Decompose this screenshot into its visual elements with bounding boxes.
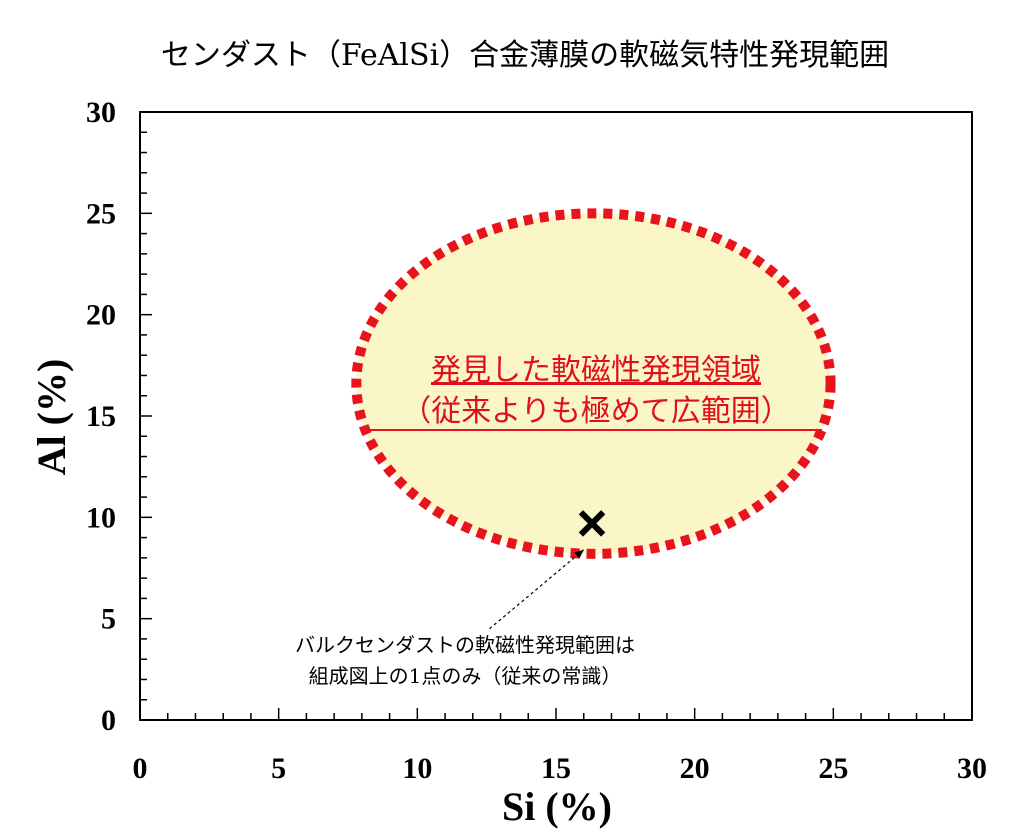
y-tick-label: 0 (101, 704, 116, 737)
y-tick-label: 30 (86, 96, 116, 129)
marker-stroke (578, 510, 606, 537)
y-tick-label: 25 (86, 197, 116, 230)
softmagnetic-region-ellipse (351, 208, 836, 559)
x-tick-label: 20 (680, 752, 710, 785)
annotation-arrow-head (574, 549, 584, 559)
y-tick-label: 20 (86, 299, 116, 332)
region-label-line1: 発見した軟磁性発現領域 (431, 353, 761, 388)
data-point-marker (578, 510, 606, 537)
ticks-layer (139, 111, 973, 721)
region-layer: 発見した軟磁性発現領域 （従来よりも極めて広範囲） (351, 208, 836, 559)
x-tick-label: 5 (271, 752, 286, 785)
annotation-line1: バルクセンダストの軟磁性発現範囲は (295, 633, 635, 657)
tick-labels-layer: 0 5 10 15 20 25 30 0 5 10 15 20 25 30 (86, 96, 987, 785)
x-tick-label: 30 (957, 752, 987, 785)
x-tick-label: 15 (541, 752, 571, 785)
chart-title: センダスト（FeAlSi）合金薄膜の軟磁気特性発現範囲 (161, 38, 889, 73)
y-tick-label: 15 (86, 400, 116, 433)
y-tick-label: 5 (101, 603, 116, 636)
plot-area-frame (139, 111, 973, 721)
region-label-line2: （従来よりも極めて広範囲） (401, 394, 790, 429)
annotation-line2: 組成図上の1点のみ（従来の常識） (309, 664, 622, 688)
annotation-arrow-line (489, 549, 585, 630)
y-tick-label: 10 (86, 501, 116, 534)
x-axis-label: Si (%) (502, 784, 612, 829)
y-axis-label: Al (%) (29, 359, 74, 476)
x-tick-label: 0 (133, 752, 148, 785)
x-tick-label: 25 (818, 752, 848, 785)
x-tick-label: 10 (402, 752, 432, 785)
